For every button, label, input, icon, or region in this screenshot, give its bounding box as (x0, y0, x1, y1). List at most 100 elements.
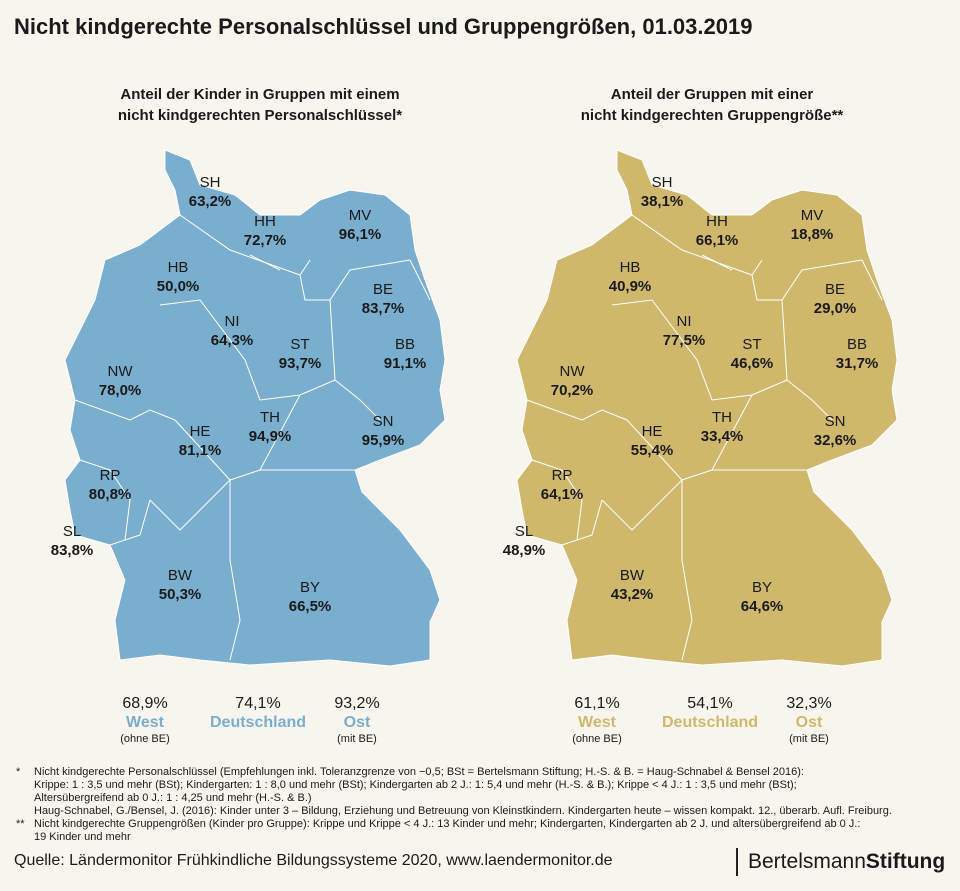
summary-deutschland: 54,1% Deutschland (662, 694, 758, 732)
state-border (149, 479, 231, 531)
state-code: BW (619, 567, 645, 584)
state-value: 70,2% (550, 382, 594, 399)
footnotes: * Nicht kindgerechte Personalschlüssel (E… (16, 766, 956, 844)
state-label-be: BE 29,0% (814, 280, 857, 318)
summary-west: 61,1% West (ohne BE) (572, 694, 622, 747)
map-2-subtitle: Anteil der Gruppen mit einer nicht kindge… (522, 84, 902, 126)
summary-value: 61,1% (574, 695, 620, 712)
state-border (781, 299, 833, 421)
summary-name: West (126, 714, 164, 731)
footnote-text: Altersübergreifend ab 0 J.: 1 : 4,25 und… (34, 792, 312, 804)
footnote-text: Nicht kindgerechte Personalschlüssel (Em… (34, 766, 804, 778)
state-code: SN (824, 413, 846, 430)
state-border (229, 480, 241, 661)
summary-value: 54,1% (687, 695, 733, 712)
state-value: 31,7% (835, 355, 879, 372)
germany-outline (64, 149, 446, 667)
state-code: BY (751, 579, 773, 596)
summary-west: 68,9% West (ohne BE) (120, 694, 170, 747)
footnote-text: Nicht kindgerechte Gruppengrößen (Kinder… (34, 818, 861, 830)
state-code: HB (167, 259, 189, 276)
state-border (701, 254, 733, 271)
footnote-line: Altersübergreifend ab 0 J.: 1 : 4,25 und… (16, 792, 956, 805)
state-code: SH (651, 174, 673, 191)
state-label-rp: RP 64,1% (541, 466, 584, 504)
state-value: 83,8% (50, 542, 94, 559)
state-label-bb: BB 91,1% (384, 335, 427, 373)
state-value: 64,3% (210, 332, 254, 349)
state-border (861, 259, 883, 301)
state-label-rp: RP 80,8% (89, 466, 132, 504)
bertelsmann-logo: BertelsmannStiftung (736, 848, 945, 876)
footnote-text: Haug-Schnabel, G./Bensel, J. (2016): Kin… (34, 805, 892, 817)
state-code: SN (372, 413, 394, 430)
subtitle-line: nicht kindgerechten Gruppengröße** (580, 107, 844, 124)
state-border (611, 299, 753, 401)
state-value: 83,7% (361, 300, 405, 317)
state-value: 64,6% (740, 598, 784, 615)
state-label-hh: HH 66,1% (696, 212, 739, 250)
summary-deutschland: 74,1% Deutschland (210, 694, 306, 732)
state-code: HH (254, 213, 276, 230)
state-code: TH (259, 409, 280, 426)
state-value: 50,0% (156, 278, 200, 295)
footnote-line: Haug-Schnabel, G./Bensel, J. (2016): Kin… (16, 805, 956, 818)
state-label-sh: SH 63,2% (189, 173, 232, 211)
subtitle-line: Anteil der Kinder in Gruppen mit einem (120, 86, 400, 103)
state-border (109, 499, 151, 546)
state-label-nw: NW 70,2% (551, 362, 594, 400)
state-value: 72,7% (243, 232, 287, 249)
summary-name: Ost (795, 714, 823, 731)
page-title: Nicht kindgerechte Personalschlüssel und… (14, 14, 753, 39)
state-value: 40,9% (608, 278, 652, 295)
state-label-hh: HH 72,7% (244, 212, 287, 250)
summary-note: (mit BE) (337, 733, 377, 745)
state-code: BE (824, 281, 846, 298)
footnote-line: Krippe: 1 : 3,5 und mehr (BSt); Kinderga… (16, 779, 956, 792)
state-label-he: HE 55,4% (631, 422, 674, 460)
state-value: 48,9% (502, 542, 546, 559)
state-border (751, 379, 788, 396)
state-code: BB (394, 336, 416, 353)
state-code: RP (551, 467, 573, 484)
summary-name: Deutschland (661, 714, 759, 731)
summary-name: West (578, 714, 616, 731)
state-border (626, 394, 753, 481)
summary-name: Deutschland (209, 714, 307, 731)
state-code: NW (107, 363, 133, 380)
state-code: HB (619, 259, 641, 276)
state-code: HE (189, 423, 211, 440)
state-code: NI (676, 313, 692, 330)
state-label-ni: NI 77,5% (663, 312, 706, 350)
footnote-line: * Nicht kindgerechte Personalschlüssel (E… (16, 766, 956, 779)
state-code: HE (641, 423, 663, 440)
state-code: SH (199, 174, 221, 191)
logo-part1: Bertelsmann (748, 850, 866, 873)
state-value: 95,9% (361, 432, 405, 449)
state-value: 43,2% (610, 586, 654, 603)
state-value: 80,8% (88, 486, 132, 503)
state-code: SL (514, 523, 534, 540)
state-border (329, 299, 381, 421)
summary-value: 93,2% (334, 695, 380, 712)
footnote-text: 19 Kinder und mehr (34, 831, 131, 843)
state-label-th: TH 94,9% (249, 408, 292, 446)
state-value: 29,0% (813, 300, 857, 317)
state-code: ST (290, 336, 310, 353)
state-code: BW (167, 567, 193, 584)
state-label-hb: HB 40,9% (609, 258, 652, 296)
state-value: 78,0% (98, 382, 142, 399)
state-value: 38,1% (640, 193, 684, 210)
summary-note: (mit BE) (789, 733, 829, 745)
state-value: 64,1% (540, 486, 584, 503)
state-value: 81,1% (178, 442, 222, 459)
state-value: 66,5% (288, 598, 332, 615)
state-border (74, 399, 176, 421)
summary-name: Ost (343, 714, 371, 731)
summary-ost: 32,3% Ost (mit BE) (786, 694, 831, 747)
state-code: RP (99, 467, 121, 484)
state-value: 94,9% (248, 428, 292, 445)
state-code: MV (800, 207, 824, 224)
